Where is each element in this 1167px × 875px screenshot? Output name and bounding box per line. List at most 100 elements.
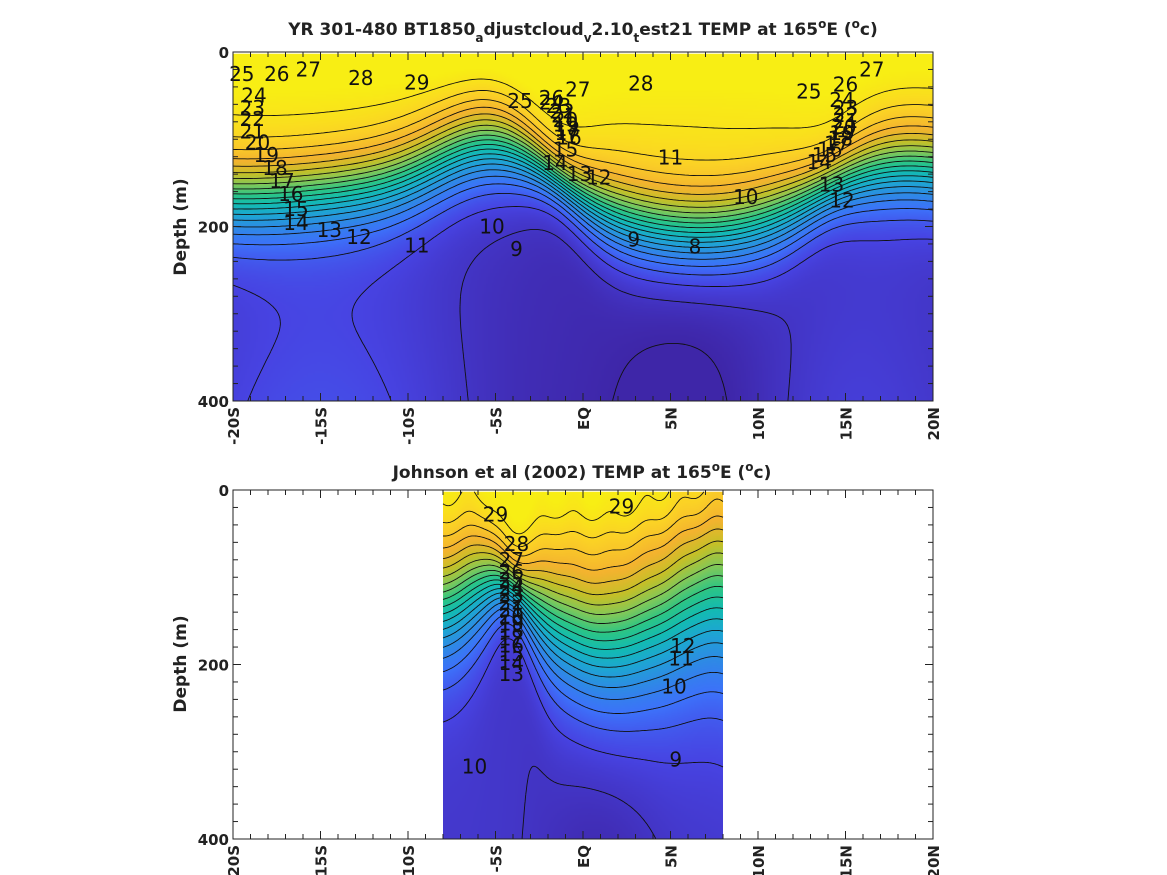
contour-label: 9 <box>627 228 640 252</box>
contour-label: 11 <box>668 646 693 670</box>
contour-line-18 <box>233 148 934 233</box>
contour-line-18 <box>442 583 724 650</box>
contour-line-28 <box>442 491 705 548</box>
contour-label: 24 <box>241 84 266 108</box>
contour-label: 21 <box>833 109 858 133</box>
contour-label: 19 <box>254 143 279 167</box>
contour-lines <box>442 491 724 840</box>
contour-line-13 <box>442 607 724 700</box>
contour-line-23 <box>442 552 724 606</box>
contour-label: 28 <box>628 71 653 95</box>
contour-line-17 <box>442 588 724 659</box>
contour-line-19 <box>232 143 934 229</box>
contour-line-16 <box>232 158 934 243</box>
contour-label: 18 <box>828 126 853 150</box>
y-tick-label: 200 <box>198 219 229 237</box>
contour-label: 29 <box>609 495 634 519</box>
contour-line-15 <box>232 163 934 248</box>
contour-line-25 <box>442 528 724 584</box>
contour-label: 27 <box>859 58 884 82</box>
contour-label: 16 <box>556 126 581 150</box>
contour-label: 21 <box>240 119 265 143</box>
contour-line-13 <box>232 175 934 260</box>
contour-line-9 <box>459 228 792 402</box>
x-tick-label: -5S <box>488 845 506 872</box>
contour-line-19 <box>442 579 724 642</box>
contour-label: 22 <box>240 107 265 131</box>
contour-label: 25 <box>796 79 821 103</box>
contour-label: 24 <box>539 91 564 115</box>
contour-line-20 <box>442 574 724 633</box>
contour-line-8 <box>612 342 728 402</box>
model-temperature-panel: YR 301-480 BT1850adjustcloudv2.10test21 … <box>171 17 943 445</box>
contour-label: 22 <box>499 591 524 615</box>
contour-label: 8 <box>689 235 702 259</box>
x-tick-label: 10N <box>750 407 768 440</box>
contour-label: 11 <box>658 146 683 170</box>
y-axis-label: Depth (m) <box>171 615 191 712</box>
contour-label: 22 <box>549 99 574 123</box>
contour-label: 13 <box>499 662 524 686</box>
contour-line-20 <box>233 139 934 224</box>
observed-temperature-panel: Johnson et al (2002) TEMP at 165oE (oc) … <box>171 460 943 875</box>
y-tick-label: 200 <box>198 657 229 675</box>
contour-label: 20 <box>831 115 856 139</box>
contour-label: 9 <box>510 237 523 261</box>
contour-line-27 <box>232 99 934 177</box>
axis-ticks: -20S -15S -10S -5S EQ 5N 10N 15N 20N 0 200 400 <box>198 44 943 445</box>
contour-label: 11 <box>404 234 429 258</box>
contour-label: 21 <box>499 598 524 622</box>
contour-line-21 <box>232 134 934 219</box>
contour-line-27 <box>443 498 724 557</box>
contour-label: 20 <box>499 605 524 629</box>
contour-label: 19 <box>499 612 524 636</box>
contour-line-11 <box>442 623 724 732</box>
y-tick-label: 0 <box>219 482 229 500</box>
contour-label: 26 <box>264 62 289 86</box>
contour-label: 22 <box>833 103 858 127</box>
contour-label: 24 <box>499 576 524 600</box>
contour-label: 29 <box>404 71 429 95</box>
contour-label: 17 <box>824 132 849 156</box>
x-tick-label: 5N <box>663 845 681 868</box>
x-tick-label: -15S <box>313 407 331 445</box>
contour-line-14 <box>232 169 934 254</box>
contour-label: 23 <box>833 96 858 120</box>
contour-label: 23 <box>499 583 524 607</box>
x-tick-label: 20N <box>925 845 943 875</box>
contour-label: 27 <box>296 58 321 82</box>
contour-line-11 <box>232 192 934 276</box>
contour-label: 15 <box>553 138 578 162</box>
contour-label: 13 <box>567 162 592 186</box>
x-tick-label: EQ <box>575 407 593 430</box>
contour-label: 10 <box>462 755 487 779</box>
contour-label: 27 <box>499 548 524 572</box>
contour-line-15 <box>442 597 724 678</box>
contour-label: 20 <box>553 108 578 132</box>
contour-label: 17 <box>555 121 580 145</box>
contour-label: 18 <box>499 619 524 643</box>
contour-label: 29 <box>483 502 508 526</box>
y-tick-label: 0 <box>219 44 229 62</box>
contour-label: 13 <box>819 173 844 197</box>
contour-label: 14 <box>499 651 524 675</box>
contour-line-12 <box>442 614 724 714</box>
contour-line-26 <box>442 515 724 571</box>
contour-label: 26 <box>499 560 524 584</box>
contour-label: 10 <box>661 674 686 698</box>
contour-line-24 <box>233 119 934 202</box>
x-tick-label: 15N <box>838 845 856 875</box>
contour-line-22 <box>232 129 934 214</box>
x-tick-label: -5S <box>488 407 506 434</box>
contour-line-21 <box>442 569 724 624</box>
x-tick-label: EQ <box>575 845 593 868</box>
contour-label: 24 <box>829 88 854 112</box>
contour-label: 19 <box>829 121 854 145</box>
contour-label: 15 <box>499 642 524 666</box>
contour-label: 12 <box>670 634 695 658</box>
contour-label: 10 <box>479 215 504 239</box>
contour-label: 23 <box>546 94 571 118</box>
